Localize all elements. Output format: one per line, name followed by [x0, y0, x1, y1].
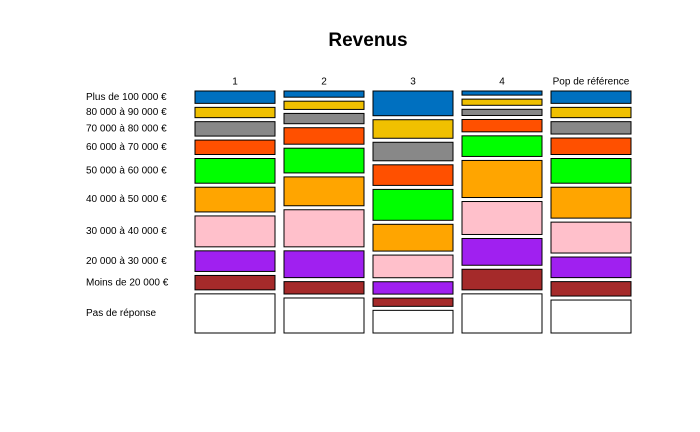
segment	[372, 281, 454, 295]
segment	[461, 98, 543, 106]
segment	[372, 119, 454, 139]
segment	[461, 118, 543, 133]
column-label: 2	[321, 77, 327, 88]
row-label: 40 000 à 50 000 €	[86, 194, 167, 205]
segment	[550, 299, 632, 334]
segment	[283, 250, 365, 279]
segment	[461, 159, 543, 199]
segment	[194, 293, 276, 334]
segment	[194, 90, 276, 104]
segment	[283, 176, 365, 207]
row-label: 20 000 à 30 000 €	[86, 256, 167, 267]
segment	[550, 281, 632, 297]
segment	[283, 281, 365, 295]
segment	[283, 297, 365, 334]
column-label: 4	[499, 77, 505, 88]
segment	[283, 209, 365, 248]
segment	[283, 147, 365, 174]
row-label: 30 000 à 40 000 €	[86, 226, 167, 237]
segment	[194, 186, 276, 213]
row-label: 50 000 à 60 000 €	[86, 166, 167, 177]
segment	[283, 127, 365, 145]
segment	[550, 137, 632, 156]
segment	[194, 215, 276, 248]
segment	[194, 139, 276, 156]
segment	[283, 90, 365, 98]
row-label: Moins de 20 000 €	[86, 277, 169, 288]
segment	[283, 112, 365, 125]
segment	[461, 90, 543, 96]
segment	[461, 135, 543, 157]
segment	[372, 297, 454, 307]
segment	[461, 201, 543, 235]
column-label: Pop de référence	[553, 77, 630, 88]
row-label: 80 000 à 90 000 €	[86, 107, 167, 118]
segment	[372, 90, 454, 117]
segment	[550, 256, 632, 279]
segment	[194, 158, 276, 184]
segment	[461, 237, 543, 266]
row-label: 60 000 à 70 000 €	[86, 142, 167, 153]
column-label: 3	[410, 77, 416, 88]
segment	[372, 223, 454, 252]
segment	[372, 164, 454, 186]
row-label: Pas de réponse	[86, 308, 156, 319]
segment	[372, 141, 454, 162]
segment	[372, 254, 454, 279]
segment	[550, 106, 632, 119]
segment	[194, 250, 276, 272]
row-label: Plus de 100 000 €	[86, 92, 167, 103]
segment	[283, 100, 365, 110]
segment	[550, 186, 632, 219]
segment	[550, 221, 632, 254]
segment	[194, 274, 276, 291]
segment	[372, 309, 454, 334]
segment	[461, 268, 543, 291]
segment	[550, 90, 632, 104]
column-label: 1	[232, 77, 238, 88]
segment	[461, 108, 543, 116]
row-label: 70 000 à 80 000 €	[86, 124, 167, 135]
chart-title: Revenus	[328, 30, 407, 51]
segment	[550, 121, 632, 135]
segment	[194, 121, 276, 137]
segment	[194, 106, 276, 119]
segment	[550, 158, 632, 184]
segment	[372, 188, 454, 221]
segment	[461, 293, 543, 334]
